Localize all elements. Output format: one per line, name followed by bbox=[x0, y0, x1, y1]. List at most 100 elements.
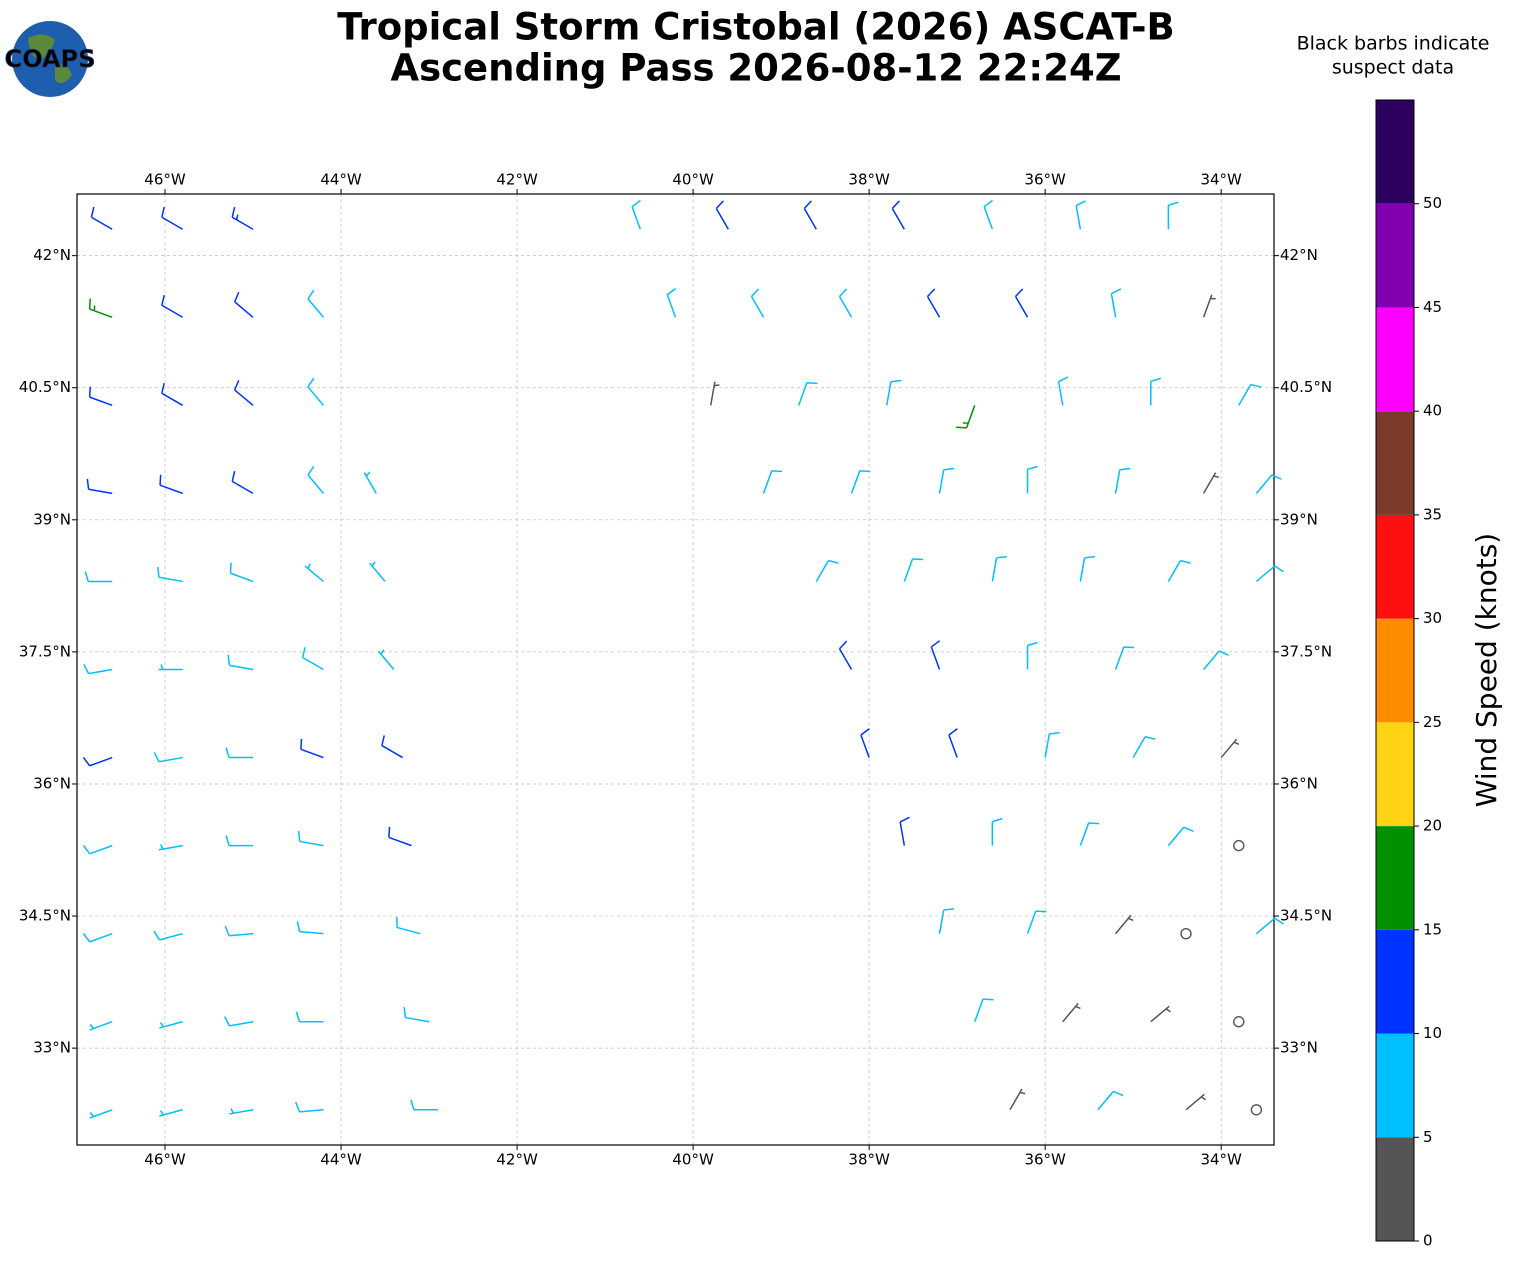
colorbar-tick-label: 10 bbox=[1423, 1024, 1442, 1042]
logo: COAPS bbox=[4, 21, 96, 97]
note: suspect data bbox=[1332, 57, 1454, 79]
wind-barb bbox=[1150, 377, 1161, 406]
wind-barb bbox=[938, 467, 955, 494]
wind-barb bbox=[815, 559, 839, 582]
wind-barb bbox=[84, 571, 113, 583]
wind-barb bbox=[1150, 1005, 1171, 1023]
wind-barb bbox=[991, 555, 1007, 582]
wind-barb bbox=[1185, 1093, 1207, 1111]
wind-barb bbox=[369, 561, 386, 582]
wind-barb bbox=[363, 471, 377, 494]
wind-barb bbox=[297, 830, 324, 847]
wind-barb bbox=[410, 1099, 438, 1111]
wind-barb bbox=[294, 1101, 324, 1113]
wind-barb bbox=[381, 735, 404, 759]
logo-land bbox=[28, 34, 72, 84]
wind-barb bbox=[1110, 288, 1122, 318]
wind-barb bbox=[88, 298, 113, 318]
wind-barb bbox=[1044, 731, 1060, 758]
wind-barb bbox=[89, 1021, 113, 1031]
wind-barb bbox=[850, 470, 871, 494]
wind-barb bbox=[1097, 1090, 1124, 1111]
wind-barb bbox=[229, 562, 254, 583]
x-tick-label: 42°W bbox=[496, 171, 538, 189]
wind-barb bbox=[231, 471, 254, 495]
wind-barb bbox=[231, 206, 254, 230]
wind-barb bbox=[1132, 736, 1156, 758]
wind-barb bbox=[1114, 914, 1134, 935]
y-tick-label: 34.5°N bbox=[19, 907, 71, 925]
wind-barb bbox=[1202, 294, 1216, 318]
wind-barb bbox=[158, 844, 183, 851]
colorbar-bin bbox=[1376, 929, 1414, 1034]
wind-barb bbox=[1075, 200, 1086, 230]
wind-barb bbox=[1062, 1002, 1081, 1023]
wind-barb bbox=[631, 199, 641, 230]
wind-barb bbox=[1026, 465, 1038, 494]
x-tick-label: 34°W bbox=[1200, 1151, 1242, 1169]
wind-barb bbox=[762, 470, 783, 494]
wind-barb bbox=[158, 664, 183, 671]
wind-barb bbox=[83, 664, 113, 675]
colorbar-bin bbox=[1376, 100, 1414, 204]
wind-barb bbox=[1026, 910, 1047, 934]
wind-barb bbox=[798, 382, 818, 406]
wind-barb bbox=[301, 647, 324, 671]
logo-text: COAPS bbox=[5, 45, 96, 73]
wind-barb bbox=[956, 405, 976, 429]
wind-barb bbox=[1026, 641, 1038, 670]
x-tick-label: 42°W bbox=[496, 1151, 538, 1169]
wind-barb bbox=[307, 289, 325, 318]
y-tick-label: 33°N bbox=[1280, 1039, 1318, 1057]
wind-barb bbox=[82, 932, 113, 943]
wind-barb bbox=[229, 1108, 254, 1115]
wind-barb bbox=[1220, 738, 1240, 759]
y-tick-label: 37.5°N bbox=[1280, 642, 1332, 660]
y-tick-label: 34.5°N bbox=[1280, 907, 1332, 925]
wind-barb bbox=[948, 728, 958, 758]
wind-barb bbox=[926, 288, 941, 318]
x-tick-label: 46°W bbox=[144, 1151, 186, 1169]
wind-barb bbox=[388, 826, 412, 847]
x-tick-label: 46°W bbox=[144, 171, 186, 189]
colorbar-bin bbox=[1376, 722, 1414, 827]
wind-barb bbox=[161, 383, 183, 406]
y-tick-label: 33°N bbox=[33, 1039, 71, 1057]
note: Black barbs indicate bbox=[1297, 33, 1490, 55]
wind-barb bbox=[1167, 826, 1194, 847]
colorbar-tick-label: 15 bbox=[1423, 920, 1442, 938]
wind-barb bbox=[983, 199, 994, 230]
wind-barb bbox=[860, 728, 870, 758]
calm-circle bbox=[1233, 1016, 1245, 1028]
wind-barb bbox=[295, 1011, 324, 1023]
wind-barb bbox=[974, 998, 994, 1022]
wind-barb bbox=[161, 206, 183, 230]
colorbar-bin bbox=[1376, 203, 1414, 308]
wind-barb bbox=[157, 566, 183, 583]
x-tick-label: 44°W bbox=[320, 171, 362, 189]
wind-barb bbox=[159, 474, 183, 495]
wind-barb bbox=[159, 1020, 183, 1029]
colorbar-label: Wind Speed (knots) bbox=[1470, 533, 1503, 807]
wind-barb bbox=[153, 752, 183, 763]
wind-barb bbox=[86, 478, 113, 495]
wind-barb bbox=[224, 1016, 254, 1027]
wind-barb bbox=[1255, 565, 1284, 583]
wind-barb bbox=[899, 816, 910, 846]
wind-barb bbox=[1255, 474, 1282, 494]
wind-barb bbox=[938, 908, 955, 934]
wind-barb bbox=[991, 817, 1003, 846]
wind-barb bbox=[1202, 472, 1219, 494]
wind-barb bbox=[891, 200, 905, 230]
wind-barb bbox=[88, 386, 113, 407]
wind-barb bbox=[838, 288, 853, 318]
colorbar-tick-label: 5 bbox=[1423, 1128, 1433, 1146]
wind-barb bbox=[227, 654, 254, 671]
colorbar-tick-label: 50 bbox=[1423, 194, 1442, 212]
colorbar-bin bbox=[1376, 411, 1414, 515]
y-tick-label: 40.5°N bbox=[1280, 378, 1332, 396]
colorbar-bin bbox=[1376, 826, 1414, 930]
y-tick-label: 36°N bbox=[1280, 774, 1318, 792]
wind-barb bbox=[1009, 1088, 1026, 1111]
